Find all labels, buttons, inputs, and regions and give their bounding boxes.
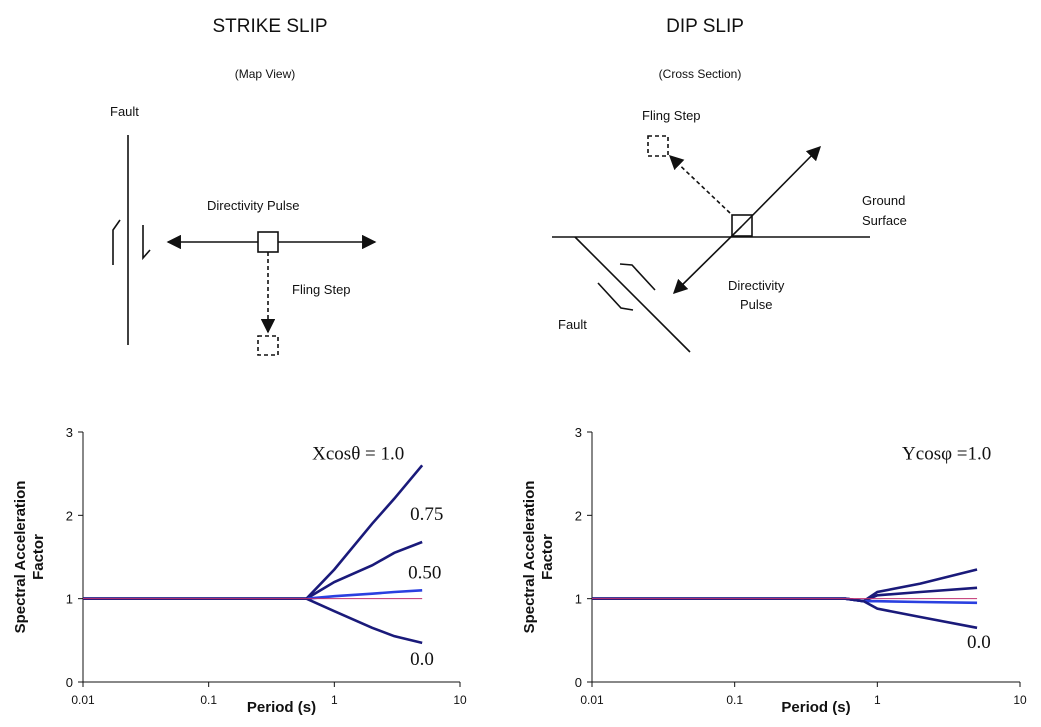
- diagram-subtitle: (Map View): [235, 67, 295, 81]
- dip-slip-diagram: [552, 136, 870, 352]
- fling-box: [258, 336, 278, 355]
- fault-line: [575, 237, 690, 352]
- diagram-title: STRIKE SLIP: [212, 16, 327, 37]
- x-tick-label: 0.01: [71, 693, 95, 707]
- y-tick-label: 3: [575, 425, 582, 440]
- y-axis-label: Factor: [539, 534, 556, 580]
- slip-arrow: [113, 220, 120, 265]
- y-axis-label: Spectral Acceleration: [12, 481, 29, 634]
- series-label: 0.75: [410, 504, 443, 525]
- diagram-label: Ground: [862, 193, 905, 208]
- slip-arrow: [598, 283, 633, 310]
- diagram-label: Pulse: [740, 297, 773, 312]
- slip-arrow: [620, 264, 655, 290]
- y-tick-label: 0: [575, 675, 582, 690]
- slip-arrow: [143, 225, 150, 258]
- fling-arrow: [670, 156, 730, 213]
- y-tick-label: 2: [66, 508, 73, 523]
- x-axis-label: Period (s): [247, 699, 316, 716]
- diagram-label: Fling Step: [642, 108, 701, 123]
- series-line: [83, 542, 422, 599]
- diagram-label: Surface: [862, 213, 907, 228]
- x-tick-label: 10: [453, 693, 467, 707]
- fling-box: [648, 136, 668, 156]
- diagram-subtitle: (Cross Section): [659, 67, 742, 81]
- strike-slip-diagram: [113, 135, 375, 355]
- x-tick-label: 10: [1013, 693, 1027, 707]
- y-tick-label: 1: [575, 592, 582, 607]
- series-label: 0.50: [408, 562, 441, 583]
- x-tick-label: 0.1: [726, 693, 743, 707]
- diagram-label: Fault: [558, 317, 587, 332]
- site-box: [258, 232, 278, 252]
- y-tick-label: 3: [66, 425, 73, 440]
- pulse-arrow: [742, 147, 820, 226]
- diagram-label: Directivity Pulse: [207, 198, 299, 213]
- y-axis-label: Spectral Acceleration: [521, 481, 538, 634]
- chart: 0 1 2 3 0.01 0.1 1 10 Period (s) Spectral Acceler…: [12, 425, 467, 716]
- y-axis-label: Factor: [30, 534, 47, 580]
- series-label: 0.0: [410, 649, 434, 670]
- series-label: 0.0: [967, 632, 991, 653]
- x-tick-label: 1: [874, 693, 881, 707]
- diagram-label: Fling Step: [292, 282, 351, 297]
- diagram-label: Directivity: [728, 278, 785, 293]
- series-line: [83, 599, 422, 643]
- chart: 0 1 2 3 0.01 0.1 1 10 Period (s) Spectral Acceler…: [521, 425, 1027, 716]
- x-tick-label: 1: [331, 693, 338, 707]
- diagram-label: Fault: [110, 104, 139, 119]
- page: STRIKE SLIP (Map View) Fault Directivity…: [0, 0, 1041, 727]
- x-tick-label: 0.1: [200, 693, 217, 707]
- x-tick-label: 0.01: [580, 693, 604, 707]
- series-line: [592, 570, 977, 602]
- series-label: Ycosφ =1.0: [902, 444, 991, 465]
- figure: STRIKE SLIP (Map View) Fault Directivity…: [0, 0, 1041, 722]
- x-axis-label: Period (s): [781, 699, 850, 716]
- series-line: [83, 465, 422, 598]
- series-label: Xcosθ = 1.0: [312, 443, 404, 464]
- y-tick-label: 1: [66, 592, 73, 607]
- y-tick-label: 2: [575, 508, 582, 523]
- y-tick-label: 0: [66, 675, 73, 690]
- diagram-title: DIP SLIP: [666, 16, 744, 37]
